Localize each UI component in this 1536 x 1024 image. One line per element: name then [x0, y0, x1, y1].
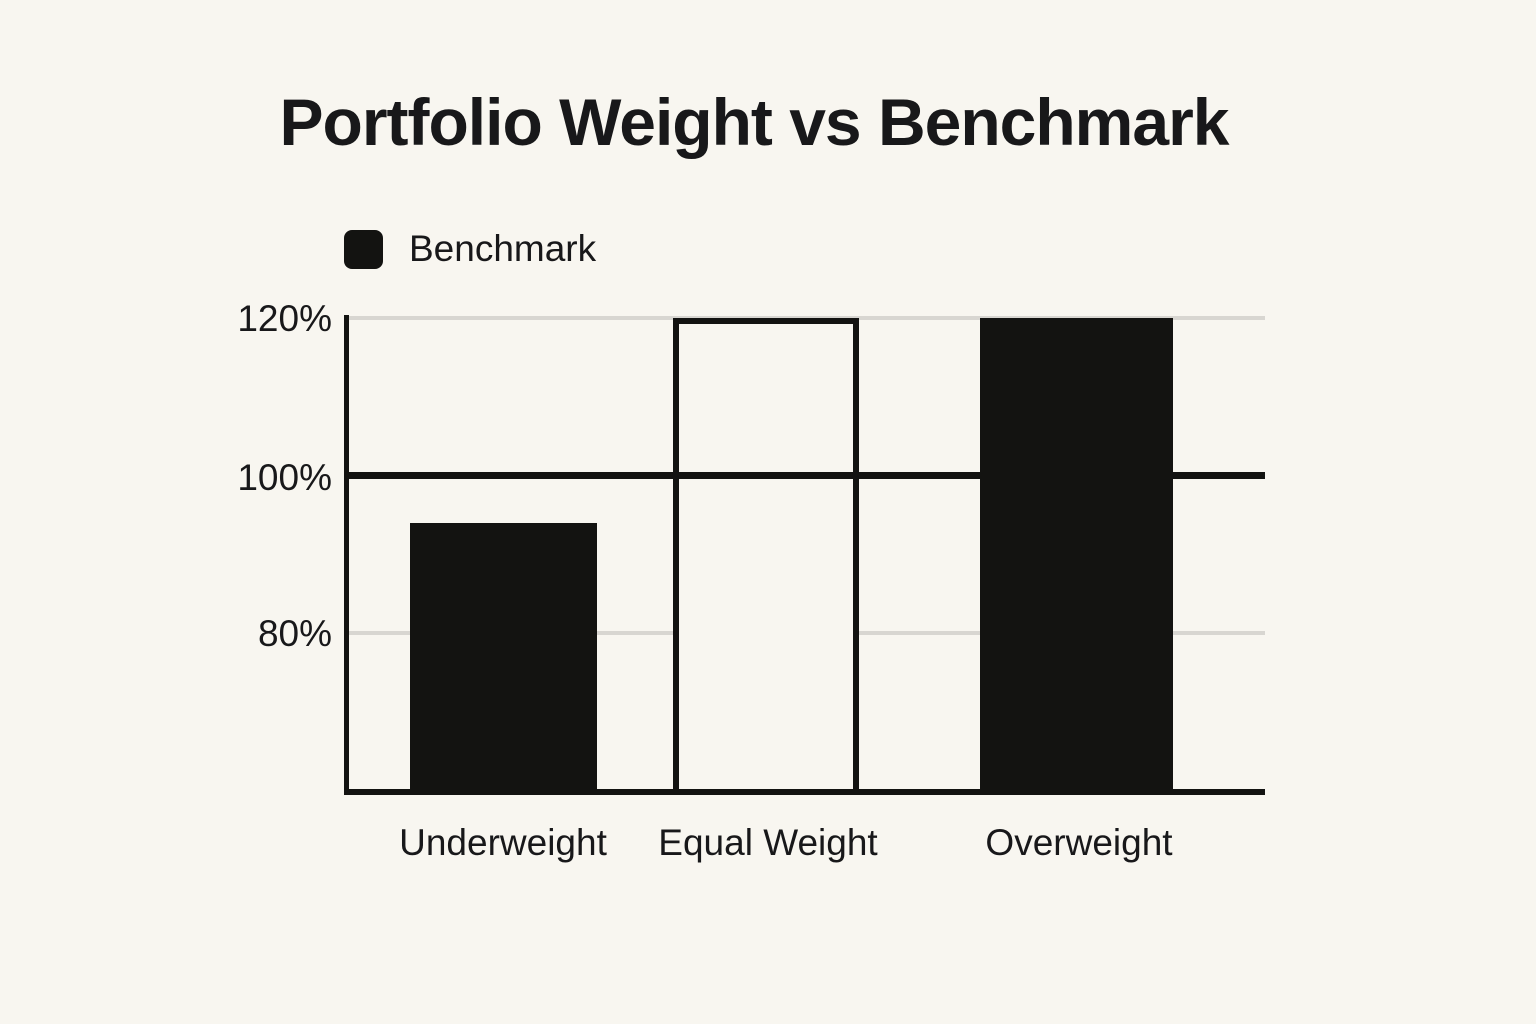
bar-equal-weight — [673, 318, 859, 792]
legend-swatch-benchmark-icon — [344, 229, 383, 269]
x-axis-line — [344, 789, 1265, 795]
plot-area — [344, 315, 1265, 795]
y-axis-tick-120: 120% — [237, 298, 332, 339]
bar-underweight — [410, 523, 597, 792]
gridline-100 — [348, 472, 1265, 479]
y-axis-line — [344, 315, 349, 795]
x-axis-label-underweight: Underweight — [399, 822, 607, 863]
legend: Benchmark — [344, 228, 596, 270]
legend-label-benchmark: Benchmark — [409, 228, 597, 269]
bar-overweight — [980, 318, 1173, 792]
x-axis-label-equal-weight: Equal Weight — [658, 822, 878, 863]
x-axis-label-overweight: Overweight — [985, 822, 1173, 863]
chart-title: Portfolio Weight vs Benchmark — [279, 85, 1230, 159]
y-axis-tick-100: 100% — [237, 457, 332, 498]
y-axis-tick-80: 80% — [257, 613, 332, 654]
